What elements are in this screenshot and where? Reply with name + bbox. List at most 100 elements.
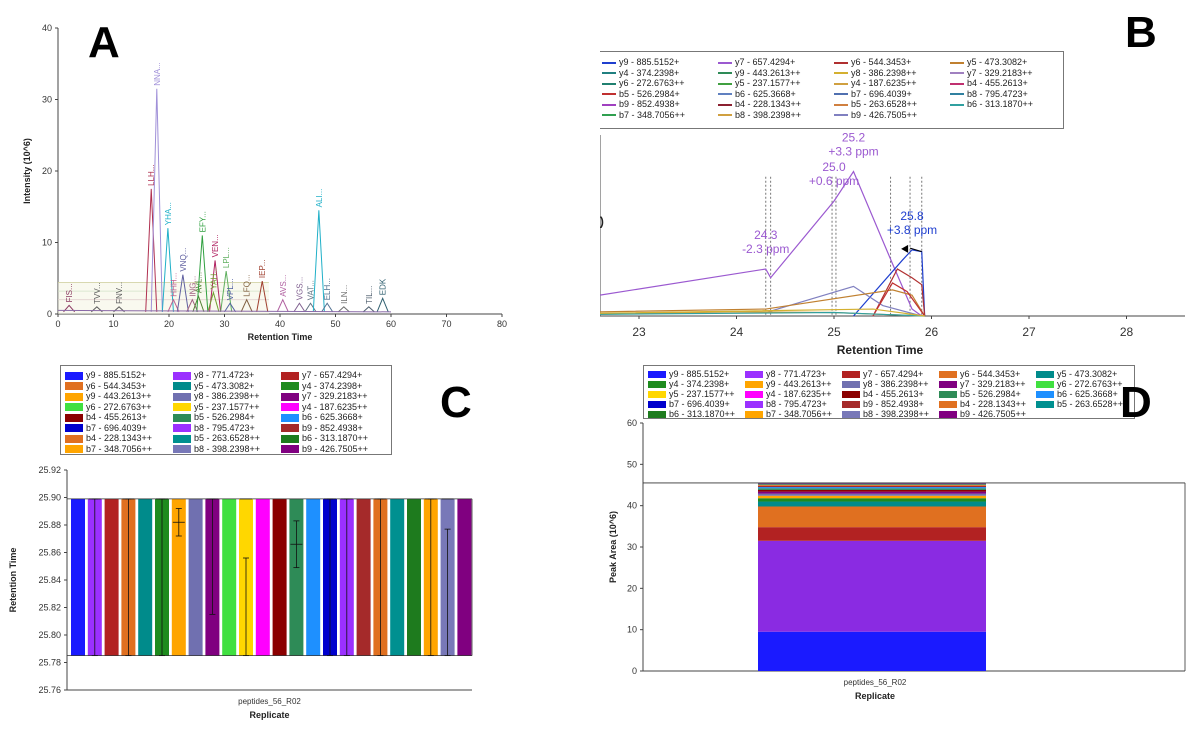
x-tick-label: 30 [219, 319, 229, 329]
legend-swatch [950, 93, 964, 96]
legend-item: b6 - 313.1870++ [281, 433, 368, 443]
peak [304, 302, 317, 313]
legend-item: y9 - 885.5152+ [65, 370, 146, 380]
y-tick-label: 25.86 [38, 548, 61, 558]
legend-label: y7 - 329.2183++ [967, 67, 1033, 78]
bar [188, 498, 203, 656]
panel-letter-d: D [1120, 378, 1152, 427]
panel-letter-c: C [440, 378, 472, 427]
legend-swatch [281, 382, 299, 391]
y-tick-label: 25.92 [38, 465, 61, 475]
legend-swatch [65, 413, 83, 422]
legend-swatch [950, 61, 964, 64]
legend-swatch [173, 403, 191, 412]
legend-label: b5 - 263.6528++ [194, 433, 261, 443]
x-category-label: peptides_56_R02 [238, 697, 301, 706]
stack-segment [758, 495, 986, 499]
legend-label: b4 - 228.1343++ [86, 433, 153, 443]
annotation-rt: 25.2 [842, 131, 866, 145]
legend-swatch [281, 371, 299, 380]
peak-label: VAT... [307, 280, 316, 300]
legend-label: y4 - 374.2398+ [619, 67, 680, 78]
x-tick-label: 20 [164, 319, 174, 329]
legend-item: y4 - 374.2398+ [281, 381, 362, 391]
y-tick-label: 10 [627, 625, 637, 635]
legend-label: b5 - 526.2984+ [619, 88, 680, 99]
bar [255, 498, 270, 656]
peak-label: AVS... [279, 275, 288, 297]
x-tick-label: 40 [275, 319, 285, 329]
peak-label: YHA... [164, 202, 173, 225]
peak [240, 298, 253, 313]
peak-label: LPL... [222, 247, 231, 268]
x-tick-label: 80 [497, 319, 507, 329]
y-tick-label: 25.76 [38, 685, 61, 695]
series-line [765, 285, 922, 317]
legend-swatch [718, 103, 732, 106]
peak-label: NNA... [153, 62, 162, 86]
legend-swatch [648, 391, 666, 399]
legend-swatch [842, 391, 860, 399]
legend-swatch [65, 424, 83, 433]
legend-label: y9 - 885.5152+ [619, 57, 680, 67]
panel-b: 12345232425262728Retention TimeIntensity… [600, 0, 1200, 360]
legend-item: b7 - 696.4039+ [648, 399, 730, 409]
legend-swatch [65, 392, 83, 401]
legend-item: y8 - 386.2398++ [834, 68, 917, 78]
legend-label: b8 - 795.4723+ [766, 399, 827, 409]
legend-item: b8 - 795.4723+ [173, 423, 255, 433]
legend-item: b4 - 228.1343++ [65, 433, 152, 443]
legend-swatch [648, 371, 666, 379]
legend-swatch [718, 114, 732, 117]
bar [71, 498, 85, 656]
legend-label: b8 - 398.2398++ [194, 443, 261, 454]
legend-item: b7 - 348.7056++ [602, 110, 685, 120]
peak-label: ILN... [340, 285, 349, 304]
legend-swatch [281, 445, 299, 454]
legend-swatch [745, 401, 763, 409]
peak-label: VPL... [226, 278, 235, 300]
legend-item: b5 - 526.2984+ [939, 389, 1021, 399]
stack-segment [758, 488, 986, 490]
y-tick-label: 10 [42, 238, 52, 248]
y-tick-label: 25.88 [38, 520, 61, 530]
legend-label: b8 - 398.2398++ [863, 409, 930, 419]
legend-item: y6 - 544.3453+ [834, 57, 911, 67]
y-tick-label: 20 [627, 583, 637, 593]
legend-item: b9 - 426.7505++ [834, 110, 917, 120]
peak-label: TVV... [93, 282, 102, 304]
stack-segment [758, 491, 986, 494]
legend-label: y8 - 386.2398++ [863, 379, 929, 389]
panel-c: 25.76 25.78 25.80 25.82 25.84 25.86 25.88 25.90… [0, 360, 600, 734]
baseline-trace [57, 309, 392, 313]
legend-swatch [718, 72, 732, 75]
legend-swatch [745, 371, 763, 379]
legend-label: b7 - 348.7056++ [86, 443, 153, 454]
peak [312, 210, 325, 312]
chart-c-svg: 25.76 25.78 25.80 25.82 25.84 25.86 25.88 25.90… [8, 465, 473, 720]
legend-label: y5 - 473.3082+ [967, 57, 1028, 67]
legend-item: b5 - 526.2984+ [602, 89, 680, 99]
y-axis-label: Peak Area (10^6) [608, 511, 618, 583]
legend-label: b5 - 526.2984+ [194, 412, 255, 422]
peak-label: LLH... [147, 165, 156, 186]
legend-item: b4 - 455.2613+ [950, 78, 1028, 88]
x-tick-label: 25 [827, 325, 841, 339]
x-axis-label: Retention Time [248, 332, 313, 340]
legend-swatch [834, 82, 848, 85]
stack-segment [758, 631, 986, 671]
peak [256, 281, 269, 312]
legend-swatch [65, 382, 83, 391]
legend-swatch [939, 371, 957, 379]
series-line [872, 268, 926, 317]
panel-letter-a: A [88, 18, 120, 67]
legend-item: y7 - 329.2183++ [950, 68, 1033, 78]
y-tick-label: 40 [42, 23, 52, 33]
legend-swatch [939, 391, 957, 399]
legend-label: y6 - 544.3453+ [960, 369, 1021, 379]
legend-label: b7 - 696.4039+ [669, 399, 730, 409]
peak-label: ING... [188, 276, 197, 297]
peak-label: FNV... [115, 282, 124, 304]
stack-segment [758, 484, 986, 486]
legend-item: b9 - 852.4938+ [602, 99, 680, 109]
